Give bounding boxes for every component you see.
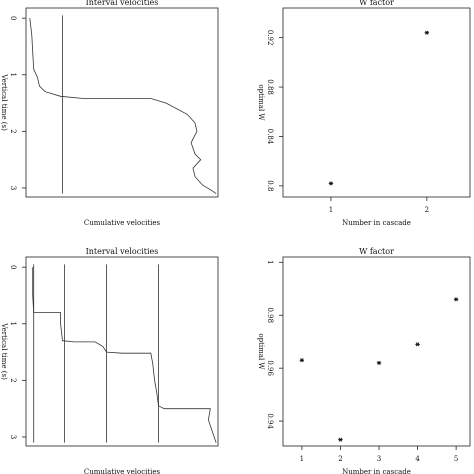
point (415, 342, 420, 347)
panel-title: W factor (359, 247, 394, 256)
y-axis-label: Vertical time (s) (0, 322, 8, 380)
y-tick-label: 1 (266, 260, 274, 264)
plot-frame (282, 256, 471, 447)
y-tick-label: 0.98 (266, 307, 274, 323)
x-axis-label: Number in cascade (342, 219, 411, 227)
y-tick-label: 0.96 (266, 360, 274, 376)
panel-title: Interval velocities (86, 0, 159, 7)
y-tick-label: 0.94 (266, 413, 274, 429)
panel-title: W factor (359, 0, 394, 7)
point (338, 437, 343, 442)
x-axis-label: Cumulative velocities (84, 468, 161, 474)
x-tick-label: 5 (454, 455, 458, 463)
y-axis-label: Vertical time (s) (0, 73, 8, 131)
plot-frame (25, 7, 219, 198)
x-axis-label: Cumulative velocities (84, 219, 161, 227)
panel-title: Interval velocities (86, 247, 159, 256)
x-tick-label: 4 (415, 455, 420, 463)
y-tick-label: 2 (9, 378, 17, 382)
y-tick-label: 0 (9, 265, 17, 269)
x-tick-label: 1 (329, 206, 333, 214)
point (328, 181, 334, 186)
y-tick-label: 0.8 (266, 180, 274, 191)
y-tick-label: 0.88 (266, 79, 274, 95)
y-tick-label: 0.84 (266, 129, 274, 145)
y-tick-label: 3 (9, 186, 17, 190)
x-tick-label: 1 (300, 455, 304, 463)
y-tick-label: 0.92 (266, 30, 274, 46)
point (299, 358, 305, 363)
plot-frame (25, 256, 219, 447)
plot-frame (282, 7, 471, 198)
velocity-line (32, 267, 217, 443)
y-tick-label: 2 (9, 129, 17, 133)
y-tick-label: 1 (9, 73, 17, 77)
x-tick-label: 2 (338, 455, 342, 463)
y-tick-label: 3 (9, 435, 17, 439)
point (376, 360, 382, 365)
velocity-line (29, 18, 217, 194)
x-tick-label: 3 (377, 455, 381, 463)
y-axis-label: optimal W (257, 84, 265, 121)
point (453, 297, 459, 302)
x-tick-label: 2 (425, 206, 429, 214)
y-tick-label: 0 (9, 16, 17, 20)
x-axis-label: Number in cascade (342, 468, 411, 474)
point (424, 30, 430, 35)
y-axis-label: optimal W (257, 333, 265, 370)
y-tick-label: 1 (9, 322, 17, 326)
